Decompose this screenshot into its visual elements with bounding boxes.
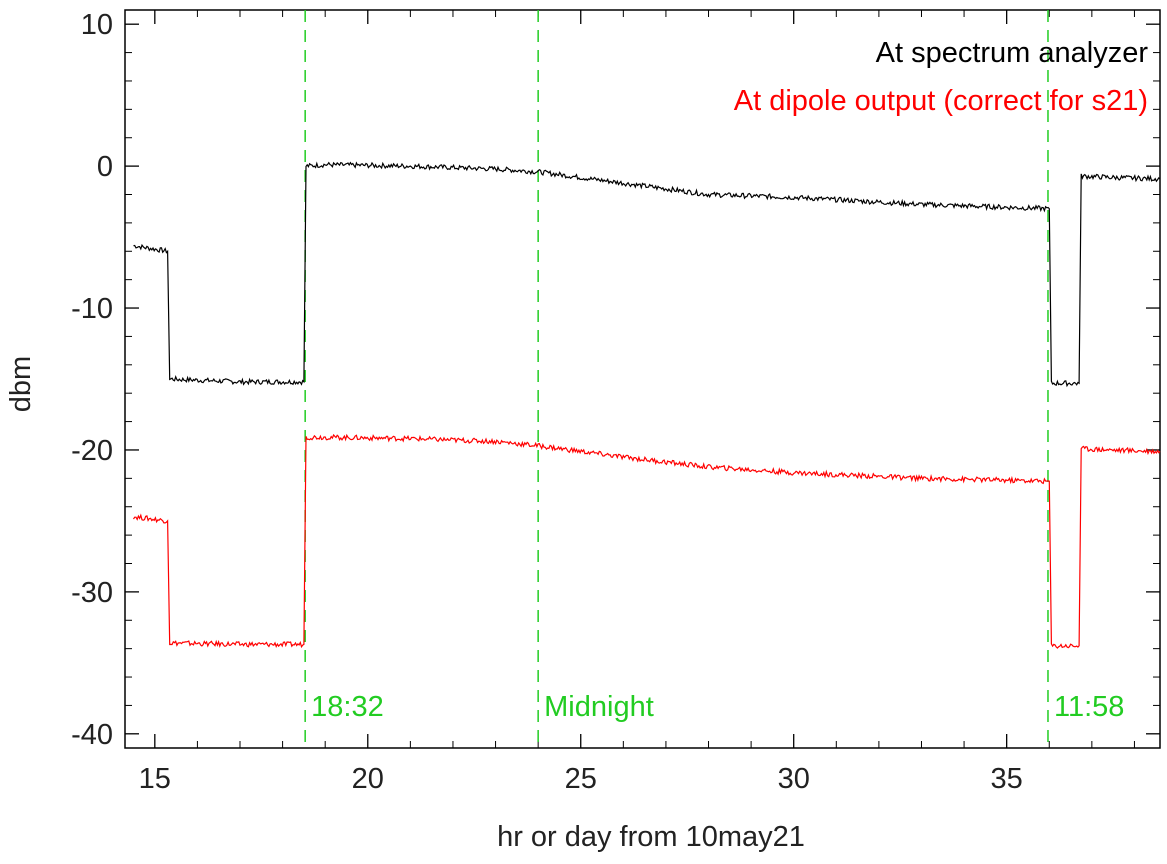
y-tick-label: -30 (71, 577, 113, 609)
x-tick-label: 35 (991, 763, 1023, 795)
y-axis-label: dbm (5, 356, 37, 412)
marker-label-2: 11:58 (1054, 691, 1124, 723)
x-tick-label: 15 (139, 763, 171, 795)
marker-label-1: Midnight (544, 691, 654, 723)
x-tick-label: 25 (565, 763, 597, 795)
marker-label-0: 18:32 (311, 691, 384, 723)
x-tick-label: 30 (778, 763, 810, 795)
y-tick-label: -20 (71, 435, 113, 467)
x-axis-label: hr or day from 10may21 (497, 821, 805, 853)
legend-entry-0: At spectrum analyzer (876, 37, 1149, 69)
y-tick-label: 0 (97, 151, 113, 183)
y-tick-label: -10 (71, 293, 113, 325)
series-line-1 (132, 433, 1161, 649)
series-line-0 (133, 161, 1161, 388)
x-tick-label: 20 (352, 763, 384, 795)
y-tick-label: -40 (71, 719, 113, 751)
plot-frame (124, 9, 1161, 749)
y-tick-label: 10 (81, 9, 113, 41)
legend-entry-1: At dipole output (correct for s21) (734, 85, 1148, 117)
